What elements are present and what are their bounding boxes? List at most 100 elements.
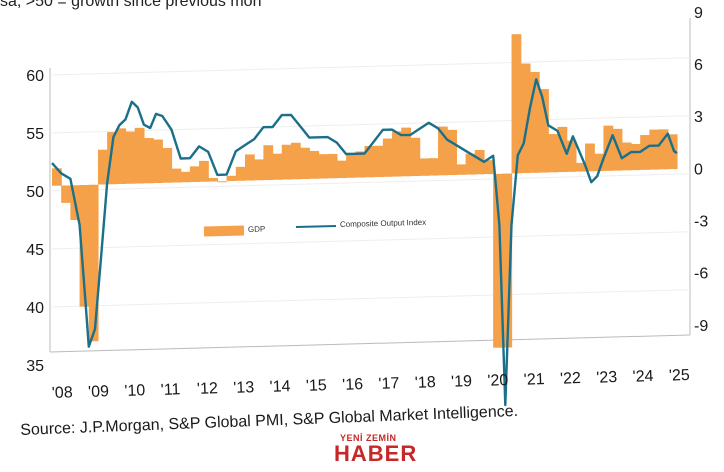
right-tick-label: -3 <box>694 214 708 231</box>
gdp-bar <box>539 89 549 173</box>
gdp-bar <box>557 126 568 173</box>
gdp-bar <box>189 166 200 183</box>
left-tick-label: 45 <box>26 242 44 259</box>
gdp-bar <box>208 178 219 182</box>
gdp-bar <box>631 144 641 171</box>
gdp-bar <box>373 145 384 178</box>
right-tick-label: 6 <box>694 57 703 74</box>
gdp-bar <box>61 185 71 203</box>
chart-subtitle: sa, >50 = growth since previous mon <box>0 0 262 10</box>
watermark-main-text: HABER <box>334 441 418 466</box>
gdp-bar <box>336 160 347 179</box>
gdp-bar <box>575 162 586 172</box>
gdp-bar <box>217 181 228 183</box>
gdp-bar <box>465 153 476 175</box>
right-axis-ticks: -9 -6 -3 0 3 6 9 <box>694 5 708 335</box>
gdp-bar <box>263 145 274 181</box>
gdp-bar <box>529 71 540 173</box>
left-tick-label: 60 <box>26 68 44 85</box>
x-tick-label: '22 <box>560 370 582 388</box>
gdp-bar <box>401 127 412 177</box>
x-tick-label: '11 <box>160 381 180 399</box>
gdp-bar <box>107 132 117 185</box>
gdp-bar <box>382 138 393 177</box>
gdp-bar <box>272 153 283 180</box>
gdp-bar <box>566 140 577 172</box>
gdp-bar <box>52 168 62 186</box>
gdp-bar <box>162 147 173 183</box>
gdp-bar <box>548 134 559 173</box>
gdp-bar <box>281 144 292 180</box>
x-tick-label: '21 <box>523 371 545 389</box>
gdp-bar <box>447 129 457 176</box>
left-tick-label: 55 <box>26 126 44 143</box>
gdp-bar <box>667 134 678 170</box>
x-tick-label: '09 <box>88 383 110 401</box>
right-tick-label: 9 <box>694 5 703 22</box>
composite-output-line-group <box>51 78 678 407</box>
gdp-bar <box>226 175 237 182</box>
x-tick-label: '25 <box>669 367 691 385</box>
gdp-bar <box>392 131 402 177</box>
watermark-logo: YENİ ZEMİN HABER <box>330 433 416 467</box>
gdp-bar <box>410 137 421 177</box>
gdp-bar <box>493 173 503 348</box>
x-tick-label: '19 <box>451 373 473 391</box>
x-axis-ticks: '08 '09 '10 '11 '12 '13 '14 '15 '16 '17 '18 '19 '20 '… <box>52 367 691 402</box>
gdp-bar <box>483 160 494 175</box>
gdp-bar <box>511 34 522 174</box>
gdp-bar <box>456 164 467 175</box>
grid <box>49 57 691 308</box>
gdp-bar <box>658 129 669 170</box>
gdp-bar <box>474 149 485 175</box>
gdp-bar <box>79 184 90 307</box>
gdp-bar <box>199 160 209 182</box>
x-tick-label: '15 <box>306 377 328 395</box>
watermark-top-text: YENİ ZEMİN <box>340 433 397 443</box>
gdp-bar <box>428 158 439 176</box>
gdp-bar <box>649 129 660 170</box>
left-tick-label: 35 <box>26 358 44 375</box>
gdp-bar <box>116 128 127 184</box>
right-tick-label: -6 <box>694 266 708 283</box>
legend-gdp-swatch <box>203 225 245 237</box>
gdp-bar <box>97 149 108 185</box>
gdp-bar <box>143 138 154 184</box>
gdp-bar <box>180 171 191 183</box>
gdp-bar <box>171 168 182 183</box>
x-tick-label: '17 <box>378 375 400 393</box>
right-tick-label: 0 <box>694 161 703 178</box>
gdp-bar <box>300 147 310 180</box>
x-tick-label: '18 <box>415 374 437 392</box>
x-tick-label: '20 <box>487 372 509 390</box>
x-tick-label: '08 <box>52 384 74 402</box>
gdp-bar <box>134 127 145 184</box>
gdp-bar <box>640 135 650 170</box>
x-tick-label: '10 <box>124 382 146 400</box>
gridline <box>49 57 691 76</box>
gdp-bars <box>52 34 678 348</box>
gdp-bar <box>88 184 99 342</box>
gdp-bar <box>364 145 375 178</box>
gdp-bar <box>502 173 513 348</box>
gdp-bar <box>594 153 605 172</box>
gdp-bar <box>318 154 329 179</box>
gdp-bar <box>290 142 301 180</box>
legend-pmi-swatch <box>295 225 337 228</box>
gridline <box>49 173 691 192</box>
legend: GDP Composite Output Index <box>203 218 426 237</box>
left-tick-label: 40 <box>26 300 44 317</box>
gridline <box>49 115 691 134</box>
plot-frame <box>49 18 691 353</box>
gdp-bar <box>245 154 255 181</box>
left-tick-label: 50 <box>26 184 44 201</box>
x-tick-label: '16 <box>342 376 364 394</box>
gdp-bar <box>153 139 163 183</box>
legend-pmi-label: Composite Output Index <box>340 218 426 229</box>
right-tick-label: 3 <box>694 109 703 126</box>
gridline <box>49 289 691 308</box>
gdp-bar <box>621 142 632 171</box>
legend-gdp-label: GDP <box>248 225 266 234</box>
composite-output-line <box>51 78 678 407</box>
